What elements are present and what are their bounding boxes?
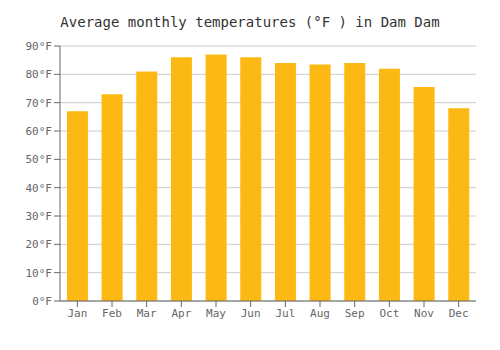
svg-text:30°F: 30°F <box>26 210 53 223</box>
svg-text:Nov: Nov <box>414 307 434 320</box>
svg-text:70°F: 70°F <box>26 97 53 110</box>
svg-text:40°F: 40°F <box>26 182 53 195</box>
svg-text:20°F: 20°F <box>26 238 53 251</box>
svg-text:Jun: Jun <box>241 307 261 320</box>
svg-text:60°F: 60°F <box>26 125 53 138</box>
svg-text:90°F: 90°F <box>26 40 53 53</box>
svg-text:50°F: 50°F <box>26 153 53 166</box>
svg-text:May: May <box>206 307 226 320</box>
svg-text:Aug: Aug <box>310 307 330 320</box>
svg-text:Oct: Oct <box>379 307 399 320</box>
svg-text:Feb: Feb <box>102 307 122 320</box>
svg-text:Mar: Mar <box>137 307 157 320</box>
svg-text:80°F: 80°F <box>26 68 53 81</box>
svg-text:Apr: Apr <box>171 307 191 320</box>
svg-text:0°F: 0°F <box>32 295 52 308</box>
svg-text:10°F: 10°F <box>26 267 53 280</box>
svg-text:Dec: Dec <box>449 307 469 320</box>
html-text:Average monthly temperatures (: Average monthly temperatures (°F ) in Da… <box>60 14 440 30</box>
svg-text:Jan: Jan <box>67 307 87 320</box>
svg-text:Sep: Sep <box>345 307 365 320</box>
svg-text:Jul: Jul <box>275 307 295 320</box>
